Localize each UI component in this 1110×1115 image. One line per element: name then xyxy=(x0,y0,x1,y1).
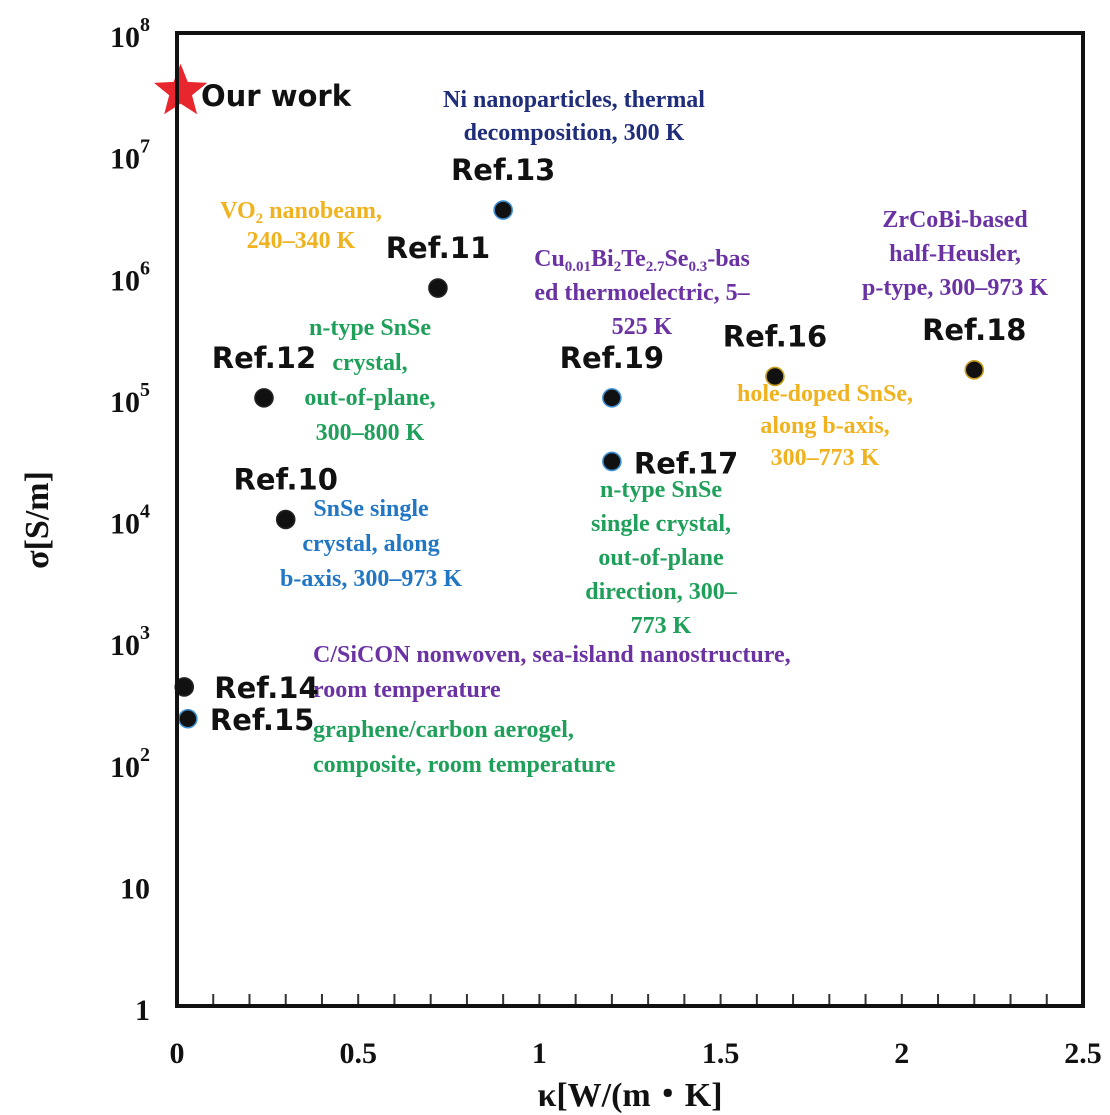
x-tick-label: 0 xyxy=(170,1037,185,1070)
y-tick-label: 1 xyxy=(135,994,150,1027)
star-label: Our work xyxy=(201,79,352,113)
csicon-note: C/SiCON nonwoven, sea-island nanostructu… xyxy=(313,642,791,703)
vo2-note: VO2 nanobeam, 240–340 K xyxy=(220,198,382,254)
data-point xyxy=(765,366,785,387)
point-label: Ref.17 xyxy=(634,446,738,480)
plot-frame xyxy=(175,31,1085,1008)
point-label: Ref.19 xyxy=(560,341,664,375)
x-tick-label: 2.5 xyxy=(1064,1037,1102,1070)
x-tick-label: 2 xyxy=(894,1037,909,1070)
y-tick-label: 107 xyxy=(110,136,150,176)
point-label: Ref.10 xyxy=(234,463,338,497)
y-tick-label: 105 xyxy=(110,379,150,419)
y-axis-label: σ[S/m] xyxy=(19,471,56,569)
y-tick-label: 108 xyxy=(110,14,150,54)
y-tick-label: 106 xyxy=(110,257,150,297)
cubite-note: Cu0.01Bi2Te2.7Se0.3-bas ed thermoelectric… xyxy=(534,246,751,340)
y-tick-label: 10 xyxy=(120,872,150,905)
y-tick-label: 103 xyxy=(110,622,150,662)
graphene-aerogel-note: graphene/carbon aerogel, composite, room … xyxy=(313,717,616,778)
point-label: Ref.13 xyxy=(451,153,555,187)
star-marker xyxy=(154,63,208,115)
x-tick-label: 0.5 xyxy=(339,1037,377,1070)
data-point xyxy=(493,200,513,220)
data-point xyxy=(275,509,296,530)
hole-doped-snse-note: hole-doped SnSe, along b-axis, 300–773 K xyxy=(737,381,913,471)
point-label: Ref.14 xyxy=(214,671,318,705)
point-label: Ref.11 xyxy=(386,231,490,265)
data-point xyxy=(602,388,622,408)
data-marks: Ref.13 Ref.11 Ref.12 Ref.10 Ref.19 Ref.17 Ref.… xyxy=(154,63,1026,737)
x-tick-label: 1.5 xyxy=(702,1037,740,1070)
data-point xyxy=(428,278,448,298)
x-axis-label: κ[W/(m・K] xyxy=(537,1077,722,1114)
y-tick-label: 102 xyxy=(110,744,150,784)
ntype-snse-single-crystal-note: n-type SnSe single crystal, out-of-plane di… xyxy=(585,477,738,639)
point-label: Ref.12 xyxy=(212,341,316,375)
data-point xyxy=(964,360,985,380)
ni-nanoparticles-note: Ni nanoparticles, thermal decomposition, … xyxy=(443,87,705,146)
tick-labels: 0 0.5 1 1.5 2 2.5 1 10 102 103 104 105 106 107 108 xyxy=(110,14,1102,1070)
zrcobi-note: ZrCoBi-based half-Heusler, p-type, 300–973… xyxy=(862,207,1048,301)
data-point xyxy=(178,708,198,729)
data-point xyxy=(254,388,274,408)
y-tick-label: 104 xyxy=(110,501,150,541)
annotations: Ni nanoparticles, thermal decomposition, … xyxy=(220,87,1048,778)
point-label: Ref.15 xyxy=(210,703,314,737)
x-tick-label: 1 xyxy=(532,1037,547,1070)
snse-single-crystal-note: SnSe single crystal, along b-axis, 300–973… xyxy=(280,496,462,592)
point-label: Ref.18 xyxy=(922,313,1026,347)
ntype-snse-crystal-note: n-type SnSe crystal, out-of-plane, 300–800 … xyxy=(304,315,435,446)
data-point xyxy=(602,451,622,472)
point-label: Ref.16 xyxy=(723,319,827,353)
